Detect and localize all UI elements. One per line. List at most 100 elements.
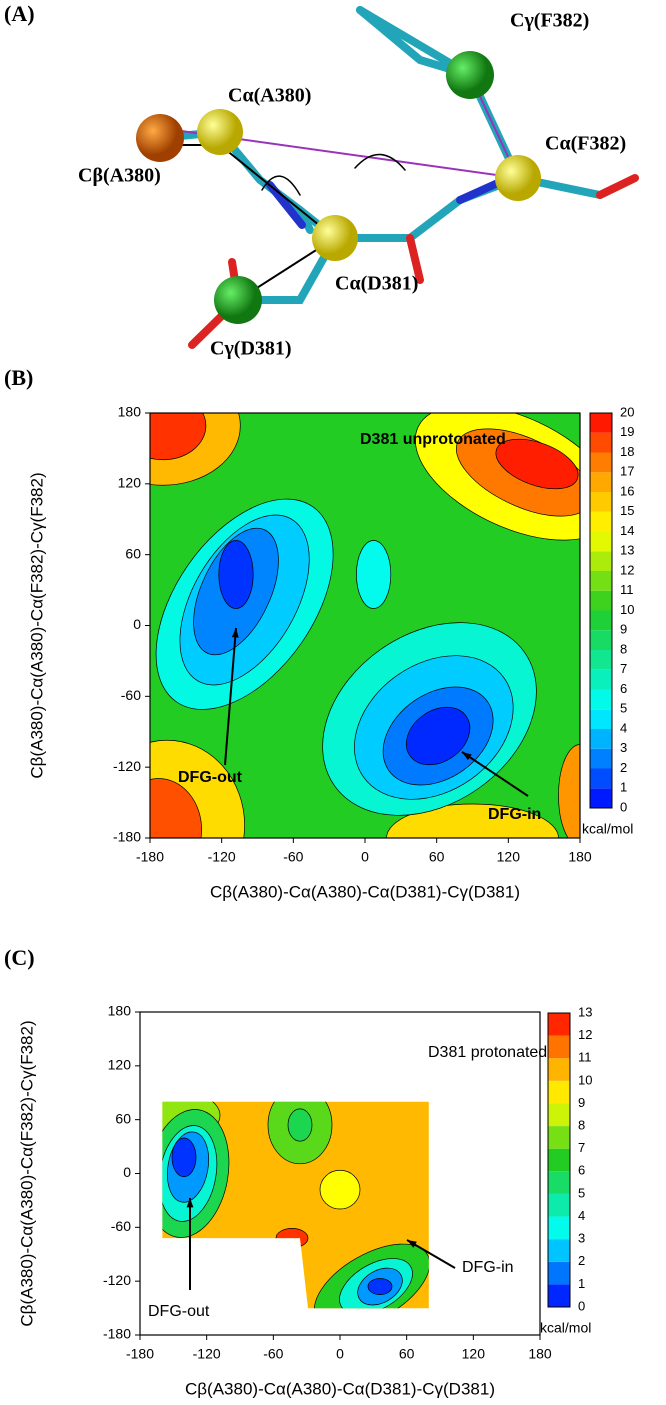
annotation-arrow [224,627,237,766]
colorbar-segment [590,729,612,749]
colorbar-tick-label: 5 [620,701,627,716]
x-tick-label: -120 [208,849,236,865]
colorbar-tick-label: 18 [620,444,634,459]
y-tick-label: 0 [123,1164,131,1180]
colorbar-segment [590,610,612,631]
colorbar-tick-label: 7 [578,1140,585,1155]
colorbar-segment [590,768,612,789]
y-tick-label: 120 [118,475,142,491]
annotation-arrow [461,751,529,797]
contour-level [150,413,207,461]
atom-label: Cγ(F382) [510,10,589,32]
colorbar-segment [548,1126,570,1149]
atom-label: Cγ(D381) [210,338,292,360]
contour-level [367,1278,393,1295]
y-tick-label: -60 [121,687,141,703]
colorbar-segment [590,432,612,453]
contour-level [386,803,559,838]
y-tick-label: 60 [125,545,141,561]
y-tick-label: 0 [133,616,141,632]
annotation: DFG-in [462,1259,514,1276]
colorbar-segment [590,650,612,670]
y-tick-label: 180 [118,404,142,420]
colorbar-tick-label: 4 [620,720,627,735]
contour-level [356,540,392,609]
colorbar-tick-label: 8 [620,641,627,656]
colorbar-segment [548,1148,570,1172]
colorbar-tick-label: 4 [578,1208,585,1223]
contour-level [287,1108,313,1142]
colorbar-segment [548,1284,570,1307]
colorbar-unit: kcal/mol [582,821,633,837]
contour-level [495,438,579,490]
colorbar-segment [590,748,612,769]
x-tick-label: 180 [568,849,592,865]
atom-label: Cα(A380) [228,85,311,107]
x-tick-label: -180 [136,849,164,865]
atom-label: Cα(D381) [335,273,418,295]
colorbar-tick-label: 12 [620,562,634,577]
annotation: D381 protonated [428,1044,547,1061]
colorbar-tick-label: 10 [578,1072,592,1087]
contour-level [218,540,254,609]
contour-plot: (C)-180 -120 -60 0 60 120 180-180-120-60060120… [4,945,592,1398]
colorbar-tick-label: 17 [620,464,634,479]
colorbar-tick-label: 19 [620,424,634,439]
x-tick-label: 60 [399,1346,415,1362]
x-tick-label: 120 [497,849,521,865]
colorbar-tick-label: 1 [578,1276,585,1291]
contour-fill [162,1101,429,1309]
contour-level [558,744,580,838]
colorbar-tick-label: 16 [620,483,634,498]
y-tick-label: 180 [108,1003,132,1019]
x-axis-label: Cβ(A380)-Cα(A380)-Cα(D381)-Cγ(D381) [210,882,520,901]
x-tick-label: 60 [429,849,445,865]
contour-level [171,1137,197,1178]
y-tick-label: 60 [115,1110,131,1126]
y-axis-label: Cβ(A380)-Cα(A380)-Cα(F382)-Cγ(F382) [27,472,46,778]
x-tick-label: 180 [528,1346,552,1362]
colorbar-tick-label: 3 [578,1231,585,1246]
annotation: DFG-in [488,806,541,823]
colorbar-tick-label: 14 [620,523,634,538]
colorbar-segment [590,689,612,710]
y-axis-label: Cβ(A380)-Cα(A380)-Cα(F382)-Cγ(F382) [17,1020,36,1326]
y-tick-label: -60 [111,1218,131,1234]
colorbar-tick-label: 0 [620,799,627,814]
colorbar-tick-label: 8 [578,1118,585,1133]
colorbar-tick-label: 1 [620,780,627,795]
colorbar-tick-label: 15 [620,503,634,518]
colorbar-tick-label: 6 [620,681,627,696]
contour-level [319,1169,361,1210]
colorbar-segment [548,1171,570,1194]
colorbar-segment [590,709,612,729]
colorbar-segment [590,551,612,571]
molecule [136,6,639,349]
panel-label: (C) [4,945,35,970]
x-tick-label: -120 [193,1346,221,1362]
x-tick-label: 120 [462,1346,486,1362]
colorbar-tick-label: 12 [578,1027,592,1042]
atom-label: Cβ(A380) [78,165,161,187]
x-tick-label: 0 [336,1346,344,1362]
colorbar-tick-label: 11 [620,582,634,597]
colorbar-segment [590,472,612,492]
arrow-head [231,628,239,638]
y-tick-label: 120 [108,1057,132,1073]
annotation: DFG-out [178,769,243,786]
colorbar-tick-label: 13 [620,543,634,558]
colorbar-tick-label: 11 [578,1050,592,1065]
colorbar-segment [590,413,612,433]
contour-level [406,706,471,766]
contour-plot: (B)-180 -120 -60 0 60 120 180-180-120-60060120… [4,365,634,901]
colorbar-tick-label: 6 [578,1163,585,1178]
colorbar-segment [548,1239,570,1262]
annotation: D381 unprotonated [360,431,506,448]
contour-fill [150,413,580,838]
y-tick-label: -180 [113,829,141,845]
x-tick-label: -60 [263,1346,283,1362]
colorbar-segment [548,1103,570,1127]
panel-label: (A) [4,1,35,26]
colorbar-segment [548,1080,570,1104]
arrow-head [407,1240,417,1248]
